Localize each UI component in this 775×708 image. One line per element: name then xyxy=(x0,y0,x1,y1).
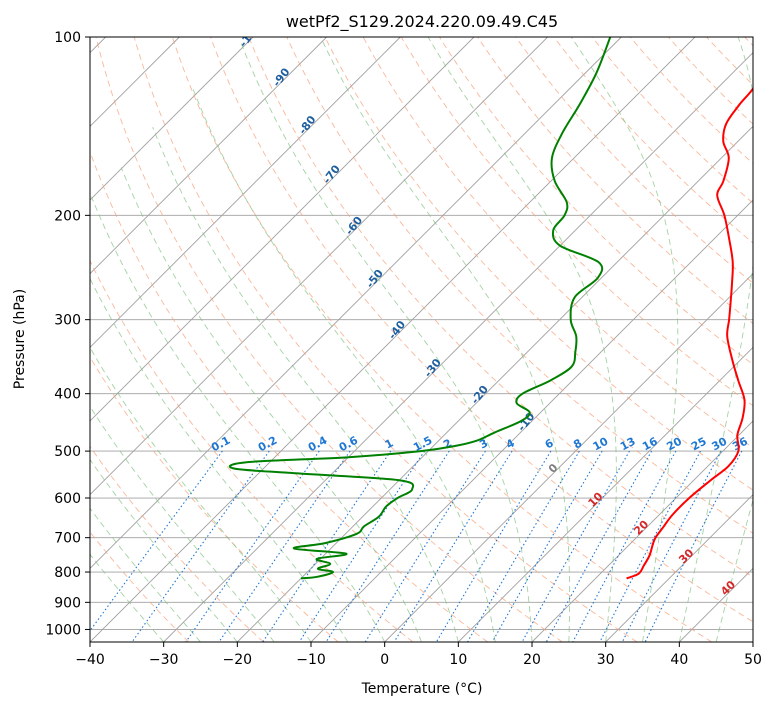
mixing-ratio-line xyxy=(262,450,392,642)
isotherm-line xyxy=(531,420,753,642)
x-tick-label: 10 xyxy=(449,652,467,668)
dry-adiabat xyxy=(400,37,753,407)
axes: −40 −30 −20 −10 0 10 20 30 40 50 100 200 300 400 500 60… xyxy=(45,30,762,668)
x-axis-label: Temperature (°C) xyxy=(361,681,483,697)
dry-adiabat xyxy=(248,37,753,578)
dry-adiabat xyxy=(629,37,753,165)
y-tick-label: 300 xyxy=(54,313,81,329)
moist-adiabat xyxy=(90,507,201,642)
chart-title: wetPf2_S129.2024.220.09.49.C45 xyxy=(286,12,558,32)
y-tick-label: 500 xyxy=(54,444,81,460)
isotherm-line xyxy=(458,346,753,642)
mixing-ratio-line xyxy=(545,450,653,642)
y-tick-label: 700 xyxy=(54,531,81,547)
dry-adiabat xyxy=(515,37,753,284)
plot-frame xyxy=(89,36,754,643)
moist-adiabat xyxy=(427,37,617,642)
dry-adiabat xyxy=(477,37,753,325)
x-tick-label: −40 xyxy=(75,652,105,668)
moist-adiabat xyxy=(570,37,679,642)
temperature-trace xyxy=(626,86,753,580)
mixing-ratio-line xyxy=(521,450,630,642)
x-tick-label: 20 xyxy=(523,652,541,668)
dry-adiabat xyxy=(362,37,753,449)
isotherm-line xyxy=(90,37,548,496)
mixing-ratio-label: 10 xyxy=(591,435,611,454)
y-tick-label: 200 xyxy=(54,208,81,224)
y-tick-label: 900 xyxy=(54,595,81,611)
dry-adiabat xyxy=(591,37,753,204)
mixing-ratio-line xyxy=(185,450,320,642)
moist-adiabat xyxy=(320,37,571,642)
mixing-ratio-label: 20 xyxy=(664,435,684,454)
isotherm-line xyxy=(237,125,753,642)
mixing-ratio-line xyxy=(621,450,722,642)
isotherm-line xyxy=(384,273,753,642)
isotherm-line xyxy=(90,37,327,275)
mixing-ratio-label: 13 xyxy=(618,435,638,454)
dry-adiabat xyxy=(210,37,753,623)
x-tick-label: −20 xyxy=(223,652,253,668)
x-tick-label: 0 xyxy=(380,652,389,668)
moist-adiabat xyxy=(90,458,238,642)
mixing-ratio-line xyxy=(491,450,603,642)
y-tick-label: 800 xyxy=(54,565,81,581)
isotherm-line xyxy=(163,52,753,642)
mixing-ratio-line xyxy=(572,450,677,642)
x-tick-label: −10 xyxy=(296,652,326,668)
y-tick-label: 100 xyxy=(54,30,81,46)
dry-adiabat xyxy=(133,37,638,642)
isotherm-line xyxy=(90,37,254,201)
x-tick-label: −30 xyxy=(149,652,179,668)
mixing-ratio-label: 25 xyxy=(689,435,709,454)
x-tick-label: 30 xyxy=(597,652,615,668)
mixing-ratio-line xyxy=(393,450,513,642)
moist-adiabat xyxy=(90,553,165,642)
isotherm-line xyxy=(90,37,475,422)
x-tick-label: 40 xyxy=(670,652,688,668)
dry-adiabat xyxy=(324,37,753,491)
moist-adiabat xyxy=(678,37,753,642)
moist-adiabat xyxy=(90,405,275,642)
x-tick-label: 50 xyxy=(744,652,762,668)
moist-adiabat xyxy=(90,346,312,642)
moist-adiabat xyxy=(715,498,753,642)
mixing-ratio-line xyxy=(90,450,223,632)
dewpoint-trace xyxy=(228,37,612,580)
y-tick-label: 600 xyxy=(54,491,81,507)
isotherm-line xyxy=(605,494,753,642)
dry-adiabat xyxy=(171,37,712,642)
mixing-ratio-label: 16 xyxy=(640,435,660,454)
mixing-ratio-line xyxy=(298,450,425,642)
y-axis-label: Pressure (hPa) xyxy=(12,289,28,389)
dry-adiabat xyxy=(95,37,563,642)
moist-adiabat xyxy=(91,196,386,642)
moist-adiabat xyxy=(240,41,533,642)
dry-adiabat xyxy=(90,445,264,642)
moist-adiabat xyxy=(120,167,422,642)
mixing-ratio-label: 36 xyxy=(730,435,750,454)
isotherm-line xyxy=(90,37,401,348)
mixing-ratio-line xyxy=(599,450,702,642)
y-tick-label: 400 xyxy=(54,387,81,403)
moist-adiabat xyxy=(152,127,459,642)
moist-adiabat xyxy=(192,87,496,642)
y-tick-label: 1000 xyxy=(45,622,81,638)
dry-adiabat xyxy=(90,259,414,642)
isotherm-line xyxy=(90,37,622,569)
mixing-ratio-line xyxy=(218,450,351,642)
mixing-ratio-line xyxy=(644,450,743,642)
plot-area: 0.10.20.40.611.52346810131620253036-100-… xyxy=(90,37,753,642)
mixing-ratio-label: 30 xyxy=(710,435,730,454)
